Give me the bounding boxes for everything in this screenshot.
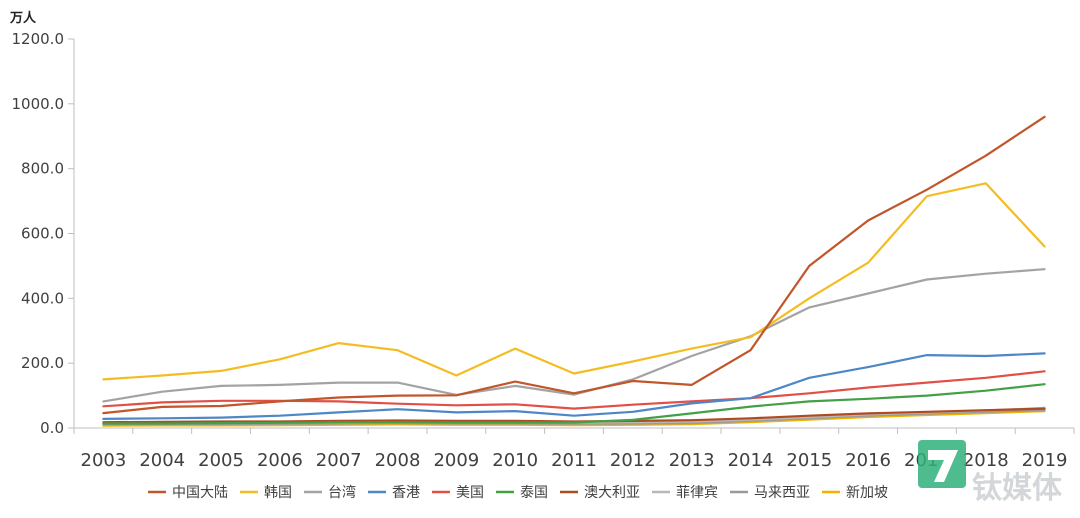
x-tick-label: 2019 xyxy=(1022,450,1068,471)
x-tick-label: 2013 xyxy=(669,450,715,471)
x-tick-label: 2011 xyxy=(551,450,597,471)
x-tick-label: 2015 xyxy=(786,450,832,471)
x-tick-label: 2008 xyxy=(375,450,421,471)
x-tick-label: 2014 xyxy=(728,450,774,471)
legend-label: 澳大利亚 xyxy=(584,485,640,501)
y-axis: 0.0 200.0 400.0 600.0 800.0 1000.0 1200.0 xyxy=(12,30,75,437)
y-tick-label: 0.0 xyxy=(40,419,64,437)
legend: 中国大陆 韩国 台湾 香港 美国 泰国 澳大利亚 菲律宾 马来西亚 新加坡 xyxy=(148,484,888,501)
series-layer xyxy=(102,115,1046,427)
y-tick-label: 1000.0 xyxy=(12,95,65,113)
watermark-text: 钛媒体 xyxy=(972,471,1063,506)
legend-label: 韩国 xyxy=(264,485,292,501)
legend-label: 美国 xyxy=(456,485,484,501)
legend-label: 新加坡 xyxy=(846,485,888,501)
x-tick-label: 2006 xyxy=(257,450,303,471)
watermark-logo-mark xyxy=(928,450,958,482)
series-line xyxy=(102,182,1046,381)
series-line xyxy=(102,115,1046,415)
y-axis-unit-label: 万人 xyxy=(9,10,37,26)
series-line xyxy=(102,268,1046,403)
x-tick-label: 2016 xyxy=(845,450,891,471)
y-tick-label: 200.0 xyxy=(21,354,64,372)
x-tick-label: 2004 xyxy=(139,450,185,471)
watermark: 钛媒体 xyxy=(918,440,1063,506)
y-tick-label: 1200.0 xyxy=(12,30,65,48)
x-tick-label: 2003 xyxy=(81,450,127,471)
legend-label: 台湾 xyxy=(328,484,356,501)
y-tick-label: 800.0 xyxy=(21,160,64,178)
x-tick-label: 2009 xyxy=(433,450,479,471)
series-line xyxy=(102,410,1046,427)
series-line xyxy=(102,383,1046,425)
series-line xyxy=(102,352,1046,420)
legend-label: 菲律宾 xyxy=(676,485,718,501)
legend-label: 香港 xyxy=(392,485,420,501)
x-tick-label: 2018 xyxy=(963,450,1009,471)
legend-label: 中国大陆 xyxy=(172,485,228,501)
x-tick-label: 2007 xyxy=(316,450,362,471)
legend-label: 马来西亚 xyxy=(754,485,810,501)
y-tick-label: 400.0 xyxy=(21,289,64,307)
series-line xyxy=(102,370,1046,410)
legend-label: 泰国 xyxy=(520,485,548,501)
y-tick-label: 600.0 xyxy=(21,225,64,243)
x-tick-label: 2005 xyxy=(198,450,244,471)
x-tick-label: 2010 xyxy=(492,450,538,471)
x-tick-label: 2012 xyxy=(610,450,656,471)
